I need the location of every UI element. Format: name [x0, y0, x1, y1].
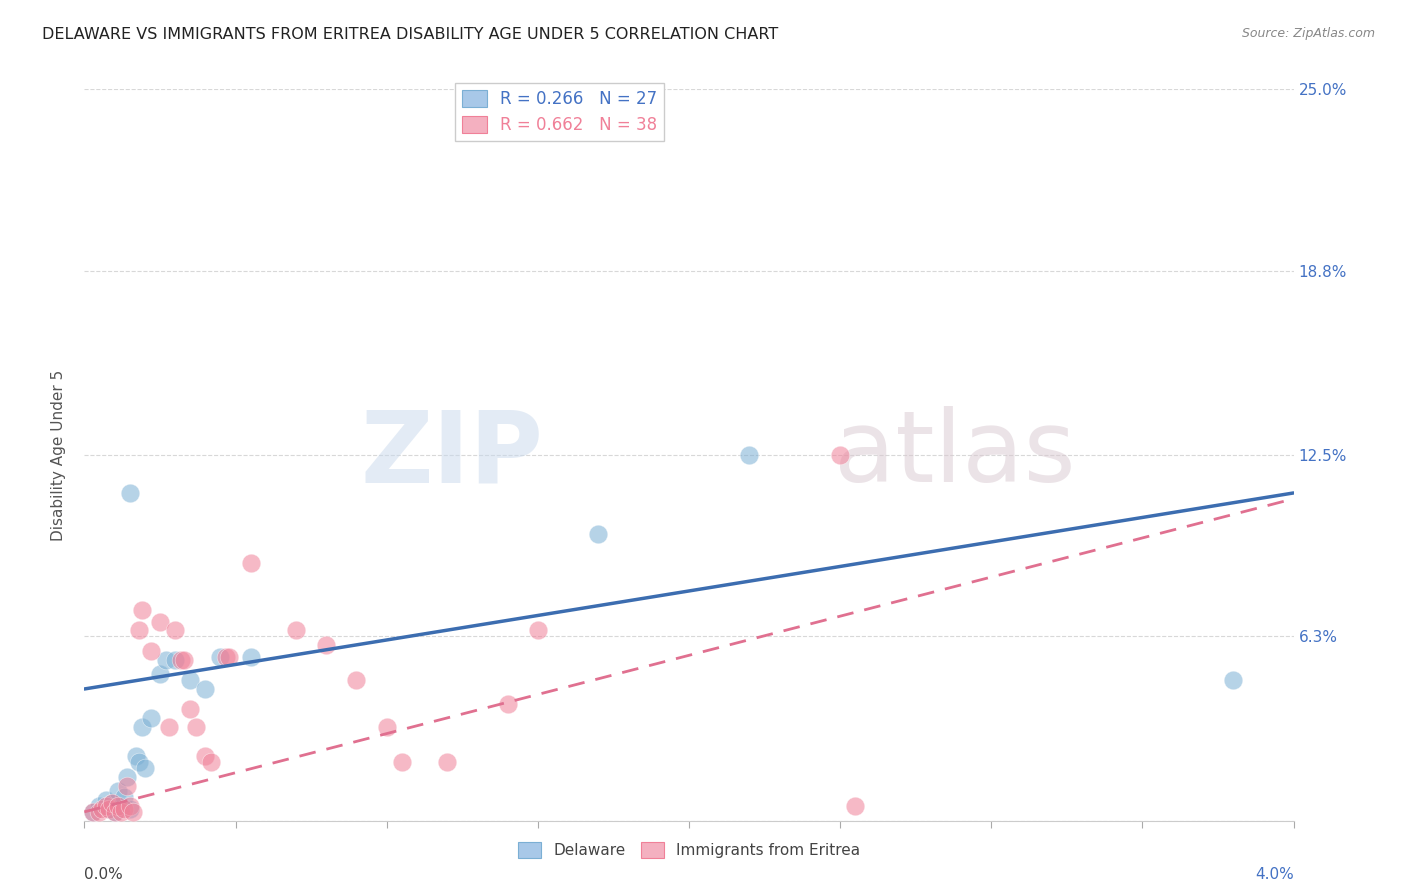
Point	[110, 805, 132, 819]
Text: 0.0%: 0.0%	[84, 867, 124, 882]
Point	[100, 796, 122, 810]
Point	[107, 784, 129, 798]
Point	[82, 805, 104, 819]
Point	[89, 805, 111, 819]
Point	[139, 644, 162, 658]
Point	[157, 720, 180, 734]
Point	[1222, 673, 1244, 688]
Text: 4.0%: 4.0%	[1254, 867, 1294, 882]
Point	[218, 649, 240, 664]
Point	[527, 624, 550, 638]
Point	[738, 448, 761, 462]
Text: atlas: atlas	[834, 407, 1076, 503]
Point	[134, 761, 156, 775]
Point	[186, 720, 208, 734]
Point	[118, 802, 141, 816]
Text: ZIP: ZIP	[361, 407, 544, 503]
Point	[115, 779, 138, 793]
Point	[112, 790, 135, 805]
Point	[94, 793, 117, 807]
Point	[830, 448, 852, 462]
Point	[121, 805, 143, 819]
Point	[91, 802, 114, 816]
Point	[149, 615, 172, 629]
Legend: Delaware, Immigrants from Eritrea: Delaware, Immigrants from Eritrea	[512, 836, 866, 864]
Point	[139, 711, 162, 725]
Point	[436, 755, 458, 769]
Point	[170, 653, 193, 667]
Point	[844, 799, 866, 814]
Point	[239, 649, 262, 664]
Point	[82, 805, 104, 819]
Point	[155, 653, 177, 667]
Point	[588, 527, 610, 541]
Point	[375, 720, 398, 734]
Point	[215, 649, 238, 664]
Point	[125, 749, 148, 764]
Text: Source: ZipAtlas.com: Source: ZipAtlas.com	[1241, 27, 1375, 40]
Point	[104, 805, 127, 819]
Point	[110, 799, 132, 814]
Point	[107, 799, 129, 814]
Point	[128, 624, 150, 638]
Text: DELAWARE VS IMMIGRANTS FROM ERITREA DISABILITY AGE UNDER 5 CORRELATION CHART: DELAWARE VS IMMIGRANTS FROM ERITREA DISA…	[42, 27, 779, 42]
Point	[149, 667, 172, 681]
Point	[179, 673, 201, 688]
Point	[118, 799, 141, 814]
Point	[97, 802, 120, 816]
Point	[239, 556, 262, 570]
Y-axis label: Disability Age Under 5: Disability Age Under 5	[51, 369, 66, 541]
Point	[131, 720, 153, 734]
Point	[209, 649, 232, 664]
Point	[200, 755, 222, 769]
Point	[115, 770, 138, 784]
Point	[112, 802, 135, 816]
Point	[118, 486, 141, 500]
Point	[128, 755, 150, 769]
Point	[104, 805, 127, 819]
Point	[496, 697, 519, 711]
Point	[131, 603, 153, 617]
Point	[97, 802, 120, 816]
Point	[391, 755, 413, 769]
Point	[194, 681, 217, 696]
Point	[100, 796, 122, 810]
Point	[94, 799, 117, 814]
Point	[346, 673, 368, 688]
Point	[179, 702, 201, 716]
Point	[315, 638, 337, 652]
Point	[165, 624, 187, 638]
Point	[194, 749, 217, 764]
Point	[165, 653, 187, 667]
Point	[284, 624, 308, 638]
Point	[89, 799, 111, 814]
Point	[173, 653, 195, 667]
